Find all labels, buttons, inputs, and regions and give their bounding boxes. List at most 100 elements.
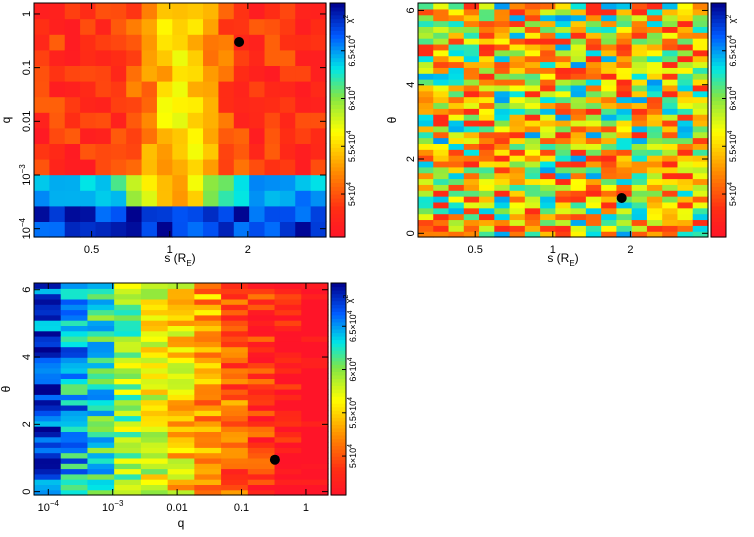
heatmap-cell [692,125,709,133]
heatmap-cell [141,65,158,82]
heatmap-cell [463,96,480,104]
heatmap-cell [479,137,495,144]
colorbar-segment [711,178,726,183]
heatmap-cell [646,225,663,232]
heatmap-cell [448,73,465,80]
heatmap-cell [463,67,480,74]
heatmap-cell [247,293,276,300]
heatmap-cell [555,26,572,33]
heatmap-cell [140,283,169,289]
heatmap-cell [524,137,541,144]
heatmap-cell [274,373,302,379]
y-tick-label: 6 [21,287,33,293]
heatmap-cell [187,3,204,20]
heatmap-cell [87,330,115,337]
heatmap-cell [418,73,434,80]
heatmap-cell [60,351,89,358]
heatmap-cell [662,184,679,191]
heatmap-cell [433,213,450,221]
heatmap-cell [110,3,127,20]
colorbar-segment [331,410,346,415]
heatmap-cell [585,32,602,39]
heatmap-cell [301,452,329,459]
heatmap-cell [34,436,62,443]
colorbar-segment [330,6,345,12]
heatmap-cell [418,166,434,174]
heatmap-cell [463,3,480,10]
heatmap-cell [433,61,450,68]
heatmap-cell [524,125,541,133]
heatmap-cell [140,378,169,385]
heatmap-cell [601,207,618,215]
colorbar-segment [711,34,726,39]
heatmap-cell [279,221,296,238]
heatmap-cell [279,3,296,20]
heatmap-cell [310,112,327,129]
heatmap-cell [34,357,62,364]
heatmap-cell [87,484,115,491]
heatmap-cell [87,463,115,470]
heatmap-cell [448,143,465,150]
heatmap-cell [140,383,169,390]
heatmap-cell [662,38,679,45]
heatmap-cell [49,18,66,35]
heatmap-cell [172,174,189,191]
heatmap-cell [631,61,648,68]
heatmap-cell [301,309,329,316]
heatmap-cell [279,127,296,144]
heatmap-cell [677,120,694,127]
colorbar-frame [710,2,727,238]
heatmap-cell [140,447,169,454]
heatmap-cell [616,108,633,115]
heatmap-cell [80,49,97,66]
colorbar-segment [330,182,345,187]
heatmap-cell [646,96,663,104]
heatmap-cell [677,231,694,238]
heatmap-cell [203,112,220,129]
heatmap-cell [87,431,115,438]
heatmap-cell [524,26,541,33]
heatmap-cell [540,79,556,86]
heatmap-cell [218,190,235,207]
colorbar-segment [330,96,345,102]
heatmap-cell [509,14,526,22]
heatmap-cell [509,20,526,27]
heatmap-cell [95,159,112,176]
heatmap-cell [418,14,434,22]
heatmap-cell [616,49,633,57]
heatmap-cell [662,178,679,185]
heatmap-cell [448,178,465,185]
heatmap-cell [540,14,556,22]
heatmap-cell [448,102,465,109]
heatmap-cell [585,196,602,203]
heatmap-cell [301,468,329,475]
heatmap-cell [433,155,450,162]
heatmap-cell [646,43,663,51]
heatmap-cell [677,114,694,121]
heatmap-cell [221,351,249,358]
heatmap-cell [601,225,618,232]
heatmap-cell [631,155,648,162]
heatmap-cell [60,394,89,401]
heatmap-cell [448,55,465,63]
heatmap-cell [509,137,526,144]
heatmap-cell [662,55,679,63]
heatmap-cell [448,172,465,180]
heatmap-cell [494,120,511,127]
heatmap-cell [631,201,648,209]
heatmap-cell [141,112,158,129]
heatmap-cell [631,55,648,63]
heatmap-cell [631,184,648,191]
heatmap-cell [585,201,602,209]
heatmap-cell [692,155,709,162]
heatmap-cell [264,143,281,160]
heatmap-cell [585,125,602,133]
heatmap-cell [194,389,222,395]
heatmap-cell [509,190,526,197]
heatmap-cell [662,61,679,68]
heatmap-cell [646,84,663,92]
colorbar-segment [711,45,726,51]
heatmap-cell [64,174,81,191]
heatmap-cell [433,178,450,185]
colorbar-segment [331,311,346,316]
